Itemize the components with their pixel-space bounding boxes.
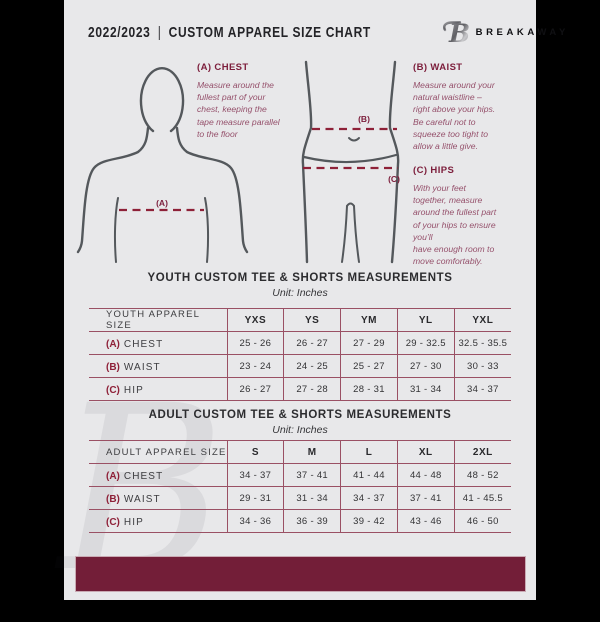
adult-value-cell: 31 - 34 — [283, 486, 341, 510]
youth-value-cell: 27 - 28 — [283, 377, 341, 401]
measure-label: HIP — [123, 517, 144, 528]
hips-marker-label: (C) — [388, 174, 400, 184]
adult-value-cell: 36 - 39 — [283, 509, 341, 533]
youth-row-label: (B) WAIST — [89, 354, 227, 378]
youth-row-label: (C) HIP — [89, 377, 227, 401]
youth-apparel-size-label: YOUTH APPAREL SIZE — [89, 308, 227, 332]
torso-front-figure: (A) — [76, 66, 249, 263]
black-side-bar-left — [0, 0, 64, 600]
adult-row-chest: (A) CHEST 34 - 37 37 - 41 41 - 44 44 - 48 48 -… — [89, 463, 511, 487]
adult-table-title: ADULT CUSTOM TEE & SHORTS MEASUREMENTS — [148, 409, 452, 421]
adult-size-table: ADULT APPAREL SIZE S M L XL 2XL (A) CHEST 34 - 3… — [89, 440, 511, 533]
youth-value-cell: 30 - 33 — [453, 354, 511, 378]
size-chart-page: 2022/2023 | CUSTOM APPAREL SIZE CHART B BR… — [58, 0, 565, 603]
youth-row-chest: (A) CHEST 25 - 26 26 - 27 27 - 29 29 - 32.5 32… — [89, 331, 511, 355]
chest-description: Measure around the fullest part of your … — [197, 80, 280, 139]
adult-value-cell: 48 - 52 — [453, 463, 511, 487]
youth-size-header-ym: YM — [340, 308, 398, 332]
adult-size-header-s: S — [226, 440, 284, 464]
youth-value-cell: 26 - 27 — [226, 377, 284, 401]
adult-size-header-xl: XL — [396, 440, 455, 464]
youth-size-table: YOUTH APPAREL SIZE YXS YS YM YL YXL (A) CHEST 25… — [89, 308, 511, 401]
brand-name: BREAKAWAY — [475, 26, 569, 38]
adult-row-waist: (B) WAIST 29 - 31 31 - 34 34 - 37 37 - 41 41 -… — [89, 486, 511, 510]
youth-value-cell: 29 - 32.5 — [396, 331, 455, 355]
adult-header-row: ADULT APPAREL SIZE S M L XL 2XL — [89, 440, 511, 464]
youth-value-cell: 24 - 25 — [283, 354, 341, 378]
youth-row-label: (A) CHEST — [89, 331, 227, 355]
waist-description: Measure around your natural waistline – … — [413, 80, 496, 152]
svg-text:B: B — [448, 19, 469, 47]
youth-value-cell: 27 - 30 — [396, 354, 455, 378]
adult-value-cell: 41 - 44 — [340, 463, 398, 487]
measure-key: (C) — [106, 517, 120, 528]
measure-label: CHEST — [123, 471, 164, 482]
youth-value-cell: 25 - 27 — [340, 354, 398, 378]
youth-table-unit: Unit: Inches — [272, 287, 328, 299]
youth-value-cell: 26 - 27 — [283, 331, 341, 355]
adult-row-label: (A) CHEST — [89, 463, 227, 487]
chest-marker-label: (A) — [156, 198, 168, 208]
breakaway-b-logo-icon: B — [442, 19, 469, 47]
youth-row-hip: (C) HIP 26 - 27 27 - 28 28 - 31 31 - 34 34 - 3… — [89, 377, 511, 401]
measure-key: (B) — [106, 494, 120, 505]
adult-size-header-l: L — [340, 440, 398, 464]
adult-value-cell: 37 - 41 — [283, 463, 341, 487]
youth-row-waist: (B) WAIST 23 - 24 24 - 25 25 - 27 27 - 30 30 -… — [89, 354, 511, 378]
measure-label: WAIST — [123, 494, 161, 505]
adult-row-label: (B) WAIST — [89, 486, 227, 510]
waist-marker-label: (B) — [358, 114, 370, 124]
adult-value-cell: 44 - 48 — [396, 463, 455, 487]
measure-key: (C) — [106, 385, 120, 396]
youth-table-title: YOUTH CUSTOM TEE & SHORTS MEASUREMENTS — [147, 272, 453, 284]
chest-heading: (A) CHEST — [197, 62, 249, 73]
title-year: 2022/2023 — [88, 23, 151, 41]
adult-row-hip: (C) HIP 34 - 36 36 - 39 39 - 42 43 - 46 46 - 5… — [89, 509, 511, 533]
adult-value-cell: 43 - 46 — [396, 509, 455, 533]
adult-value-cell: 46 - 50 — [453, 509, 511, 533]
adult-apparel-size-label: ADULT APPAREL SIZE — [89, 440, 227, 464]
youth-size-header-yl: YL — [396, 308, 455, 332]
adult-size-header-m: M — [283, 440, 341, 464]
youth-size-header-yxl: YXL — [453, 308, 511, 332]
youth-value-cell: 25 - 26 — [226, 331, 284, 355]
youth-value-cell: 34 - 37 — [453, 377, 511, 401]
measure-key: (B) — [106, 362, 120, 373]
measure-label: CHEST — [123, 339, 164, 350]
adult-value-cell: 34 - 37 — [340, 486, 398, 510]
adult-value-cell: 37 - 41 — [396, 486, 455, 510]
lower-body-figure: (B) (C) — [301, 60, 400, 264]
adult-value-cell: 41 - 45.5 — [453, 486, 511, 510]
adult-row-label: (C) HIP — [89, 509, 227, 533]
youth-value-cell: 23 - 24 — [226, 354, 284, 378]
adult-size-header-2xl: 2XL — [453, 440, 511, 464]
youth-size-header-yxs: YXS — [226, 308, 284, 332]
youth-value-cell: 27 - 29 — [340, 331, 398, 355]
adult-value-cell: 39 - 42 — [340, 509, 398, 533]
adult-value-cell: 34 - 37 — [226, 463, 284, 487]
adult-value-cell: 34 - 36 — [226, 509, 284, 533]
hips-description: With your feet together, measure around … — [413, 183, 497, 267]
black-side-bar-right — [536, 0, 600, 600]
page-title: 2022/2023 | CUSTOM APPAREL SIZE CHART — [88, 24, 371, 41]
waist-heading: (B) WAIST — [413, 62, 463, 73]
title-divider: | — [157, 23, 162, 41]
hips-heading: (C) HIPS — [413, 165, 455, 176]
measure-label: HIP — [123, 385, 144, 396]
youth-value-cell: 28 - 31 — [340, 377, 398, 401]
youth-header-row: YOUTH APPAREL SIZE YXS YS YM YL YXL — [89, 308, 511, 332]
measure-label: WAIST — [123, 362, 161, 373]
title-text: CUSTOM APPAREL SIZE CHART — [168, 23, 371, 41]
youth-size-header-ys: YS — [283, 308, 341, 332]
footer-accent-bar — [75, 556, 526, 592]
brand-lockup: B BREAKAWAY — [442, 17, 569, 47]
youth-value-cell: 32.5 - 35.5 — [453, 331, 511, 355]
measure-key: (A) — [106, 471, 120, 482]
measure-key: (A) — [106, 339, 120, 350]
youth-value-cell: 31 - 34 — [396, 377, 455, 401]
adult-table-unit: Unit: Inches — [272, 424, 328, 436]
page-header: 2022/2023 | CUSTOM APPAREL SIZE CHART B BR… — [64, 0, 565, 50]
adult-value-cell: 29 - 31 — [226, 486, 284, 510]
